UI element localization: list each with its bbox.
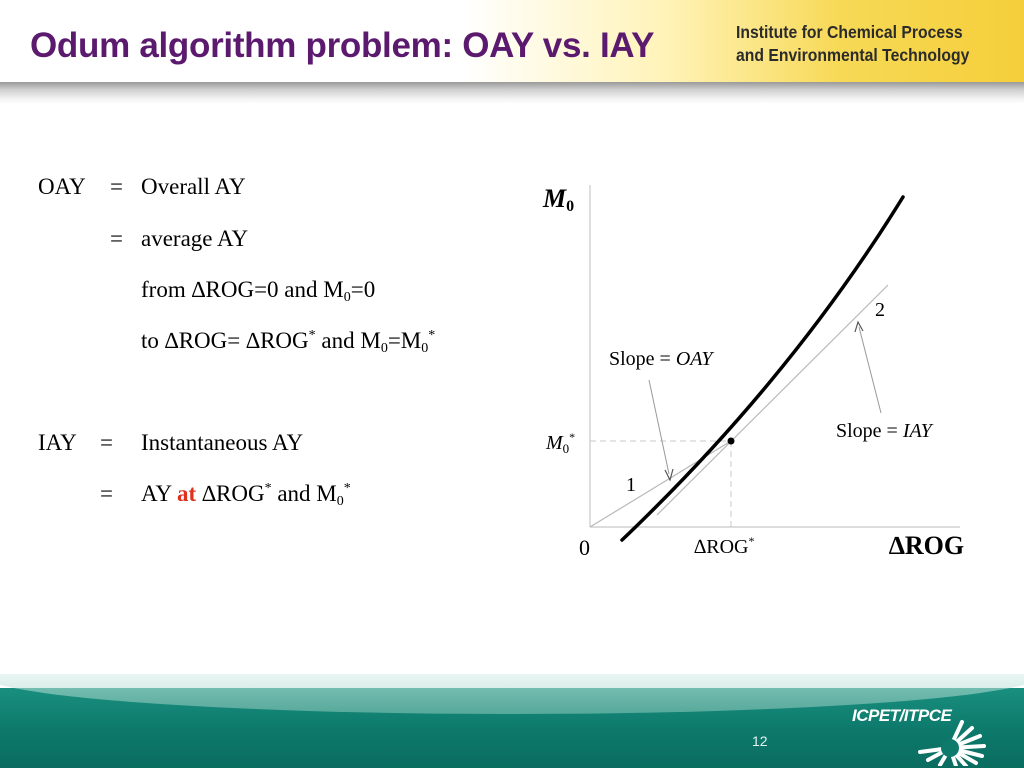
institute-name-line1: Institute for Chemical Process xyxy=(736,22,963,42)
oay-term: OAY xyxy=(38,174,86,199)
slide-title: Odum algorithm problem: OAY vs. IAY xyxy=(30,26,655,65)
oay-to-line: to ∆ROG= ∆ROG* and M0=M0* xyxy=(141,328,436,356)
at-keyword: at xyxy=(177,481,197,506)
line-1-label: 1 xyxy=(626,474,636,496)
sunburst-logo-icon xyxy=(918,720,986,766)
y-axis-label: M0 xyxy=(543,184,575,215)
institute-name: Institute for Chemical Process and Envir… xyxy=(736,21,969,67)
rog-star-label: ∆ROG* xyxy=(694,534,755,558)
iay-definition-2: AY at ∆ROG* and M0* xyxy=(141,481,351,509)
m0-star-label: M0* xyxy=(546,430,576,456)
oay-from-line: from ∆ROG=0 and M0=0 xyxy=(141,277,376,305)
m0-curve xyxy=(620,195,905,542)
iay-definition-1: Instantaneous AY xyxy=(141,430,304,455)
line-2-label: 2 xyxy=(875,299,885,321)
iay-term: IAY xyxy=(38,430,77,455)
iay-pointer-head xyxy=(854,320,864,333)
oay-equals-1: = xyxy=(110,174,123,199)
slope-iay-label: Slope = IAY xyxy=(836,420,932,442)
iay-tangent-line xyxy=(656,284,889,516)
oay-pointer-head xyxy=(664,468,674,482)
oay-secant-line xyxy=(589,440,732,528)
iay-pointer-line xyxy=(858,326,882,414)
tangent-point xyxy=(727,437,735,445)
header-bar xyxy=(0,0,1024,82)
origin-label: 0 xyxy=(579,535,590,560)
slope-oay-label: Slope = OAY xyxy=(609,348,713,370)
page-number: 12 xyxy=(752,733,768,749)
oay-definition-1: Overall AY xyxy=(141,174,246,199)
oay-pointer-line xyxy=(648,379,670,475)
header-divider xyxy=(0,82,1024,104)
oay-equals-2: = xyxy=(110,226,123,251)
iay-equals-1: = xyxy=(100,430,113,455)
x-axis-label: ∆ROG xyxy=(889,531,965,560)
oay-definition-2: average AY xyxy=(141,226,249,251)
logo-text: ICPET/ITPCE xyxy=(852,706,952,725)
iay-equals-2: = xyxy=(100,481,113,506)
institute-name-line2: and Environmental Technology xyxy=(736,45,970,65)
